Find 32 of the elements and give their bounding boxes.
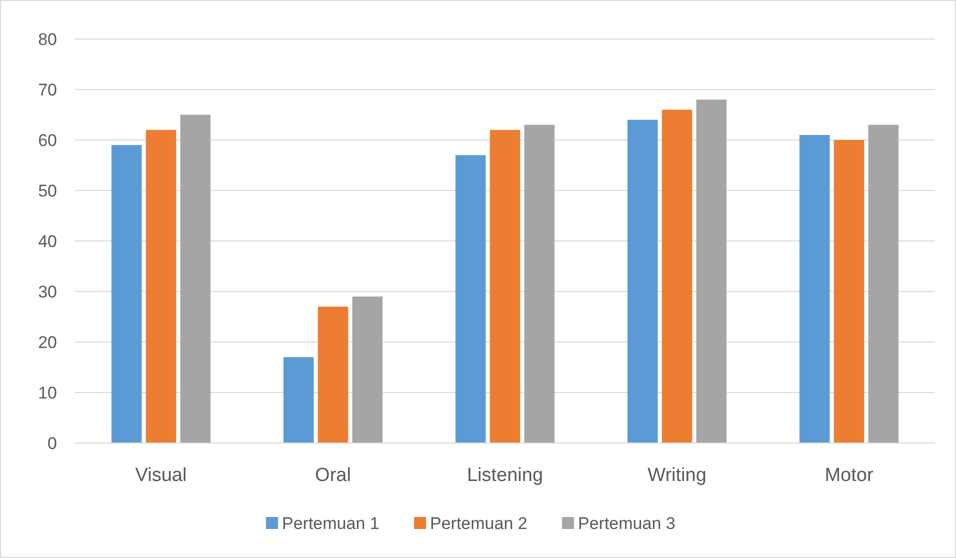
y-tick-label: 30 <box>38 282 57 302</box>
bar <box>868 124 899 443</box>
bar <box>662 110 692 443</box>
bar <box>834 140 864 443</box>
y-tick-label: 80 <box>38 30 57 49</box>
y-tick-label: 40 <box>38 232 57 251</box>
x-tick-label: Writing <box>648 465 706 486</box>
bar <box>318 306 348 443</box>
y-tick-label: 0 <box>48 434 57 453</box>
bar <box>455 155 486 443</box>
bar <box>696 100 727 443</box>
y-tick-label: 50 <box>38 181 57 200</box>
legend-label: Pertemuan 1 <box>282 514 380 533</box>
x-tick-label: Listening <box>466 465 544 486</box>
y-tick-label: 20 <box>38 332 57 352</box>
bar <box>111 145 142 443</box>
bar <box>490 130 520 443</box>
bar <box>180 114 211 443</box>
x-tick-label: Oral <box>315 465 351 486</box>
x-tick-label: Visual <box>135 465 187 486</box>
bar <box>799 134 830 443</box>
legend-label: Pertemuan 3 <box>578 514 676 533</box>
bar <box>283 357 314 443</box>
y-tick-label: 70 <box>38 80 57 100</box>
bar <box>146 130 176 443</box>
bar <box>352 296 383 443</box>
bar <box>524 124 555 443</box>
y-tick-label: 10 <box>38 383 57 402</box>
x-tick-label: Motor <box>824 465 874 486</box>
legend-label: Pertemuan 2 <box>430 514 528 533</box>
bar <box>627 120 658 443</box>
y-tick-label: 60 <box>38 130 57 150</box>
